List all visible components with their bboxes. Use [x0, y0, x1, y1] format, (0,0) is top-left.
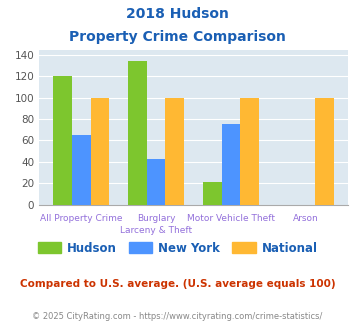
Bar	[240, 98, 259, 205]
Bar	[72, 135, 91, 205]
Legend: Hudson, New York, National: Hudson, New York, National	[33, 237, 322, 259]
Bar	[147, 159, 165, 205]
Bar	[222, 124, 240, 205]
Bar	[91, 98, 109, 205]
Bar	[203, 182, 222, 205]
Text: Compared to U.S. average. (U.S. average equals 100): Compared to U.S. average. (U.S. average …	[20, 279, 335, 289]
Bar	[128, 61, 147, 205]
Bar	[165, 98, 184, 205]
Text: 2018 Hudson: 2018 Hudson	[126, 7, 229, 20]
Text: Property Crime Comparison: Property Crime Comparison	[69, 30, 286, 44]
Bar	[53, 76, 72, 205]
Text: © 2025 CityRating.com - https://www.cityrating.com/crime-statistics/: © 2025 CityRating.com - https://www.city…	[32, 312, 323, 321]
Bar	[315, 98, 334, 205]
